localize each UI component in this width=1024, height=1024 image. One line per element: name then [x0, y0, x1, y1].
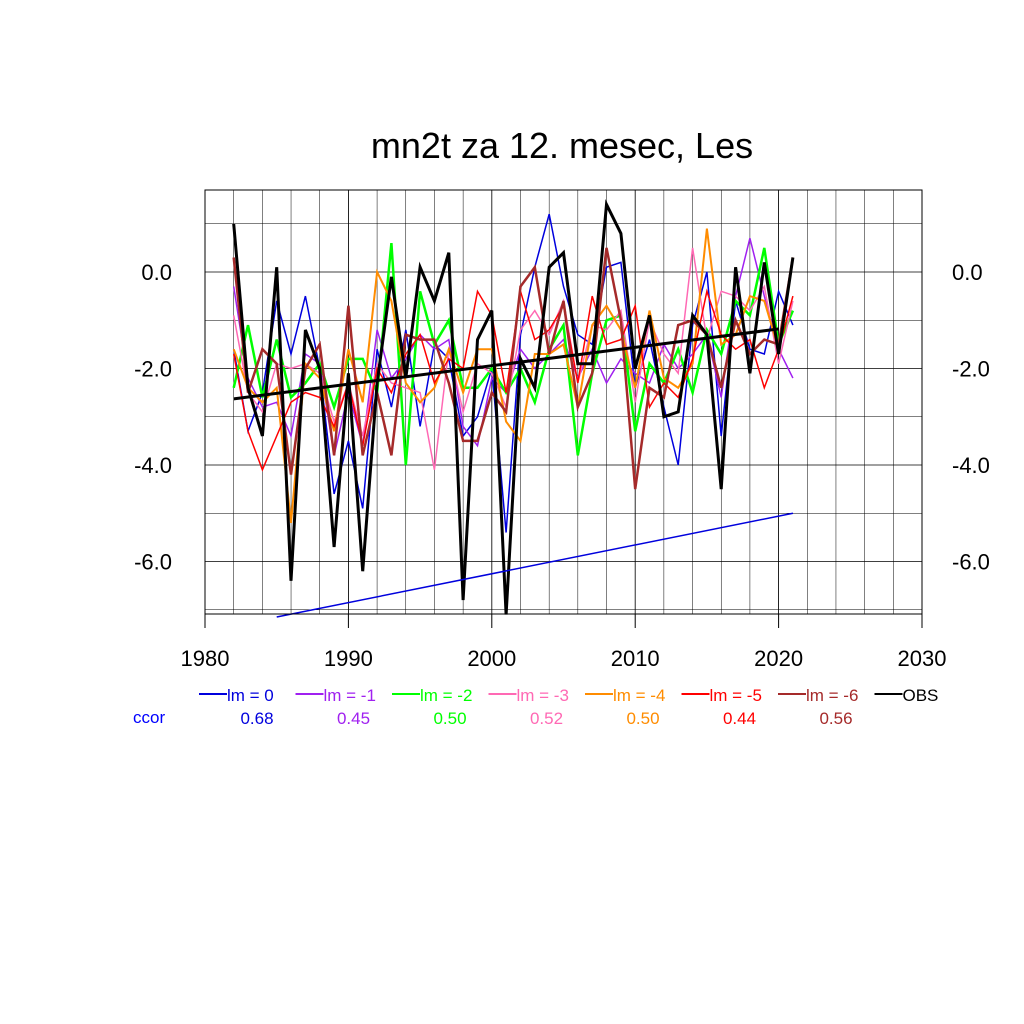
x-tick-label: 2010	[611, 646, 660, 671]
legend-label: lm = -2	[420, 686, 472, 705]
legend-label: OBS	[903, 686, 939, 705]
legend-label: lm = -3	[517, 686, 569, 705]
y-tick-label-left: 0.0	[141, 260, 172, 285]
y-tick-label-left: -6.0	[134, 550, 172, 575]
legend-ccor-value: 0.68	[240, 709, 273, 728]
x-tick-label: 1980	[181, 646, 230, 671]
legend-ccor-value: 0.45	[337, 709, 370, 728]
series-line-lm-2	[232, 242, 795, 466]
x-tick-label: 2020	[754, 646, 803, 671]
legend-label: lm = -1	[324, 686, 376, 705]
y-tick-label-right: 0.0	[952, 260, 983, 285]
legend-ccor-value: 0.56	[819, 709, 852, 728]
trend-line	[233, 327, 779, 401]
y-tick-label-right: -2.0	[952, 357, 990, 382]
legend-label: lm = -5	[710, 686, 762, 705]
x-tick-label: 2000	[467, 646, 516, 671]
trend-line	[276, 512, 794, 618]
legend: ccor lm = 0 0.68 lm = -1 0.45 lm = -2 0.50 lm =…	[133, 686, 938, 728]
legend-label: lm = -4	[613, 686, 665, 705]
legend-ccor-value: 0.50	[626, 709, 659, 728]
x-tick-label: 2030	[898, 646, 947, 671]
legend-label: lm = 0	[227, 686, 274, 705]
y-tick-label-right: -6.0	[952, 550, 990, 575]
legend-ccor-value: 0.52	[530, 709, 563, 728]
legend-ccor-value: 0.44	[723, 709, 756, 728]
y-tick-label-left: -4.0	[134, 453, 172, 478]
y-tick-label-left: -2.0	[134, 357, 172, 382]
y-tick-label-right: -4.0	[952, 453, 990, 478]
legend-ccor-value: 0.50	[433, 709, 466, 728]
series-layer	[232, 198, 795, 618]
grid	[205, 190, 922, 614]
legend-label: lm = -6	[806, 686, 858, 705]
axes: 1980 1990 2000 2010 2020 2030 0.0 0.0 -2.0 -2.0 -4…	[134, 260, 990, 671]
series-line-obs	[232, 198, 795, 615]
plot-frame	[204, 189, 923, 615]
chart-title: mn2t za 12. mesec, Les	[371, 125, 753, 166]
ccor-label: ccor	[133, 708, 165, 727]
x-tick-label: 1990	[324, 646, 373, 671]
